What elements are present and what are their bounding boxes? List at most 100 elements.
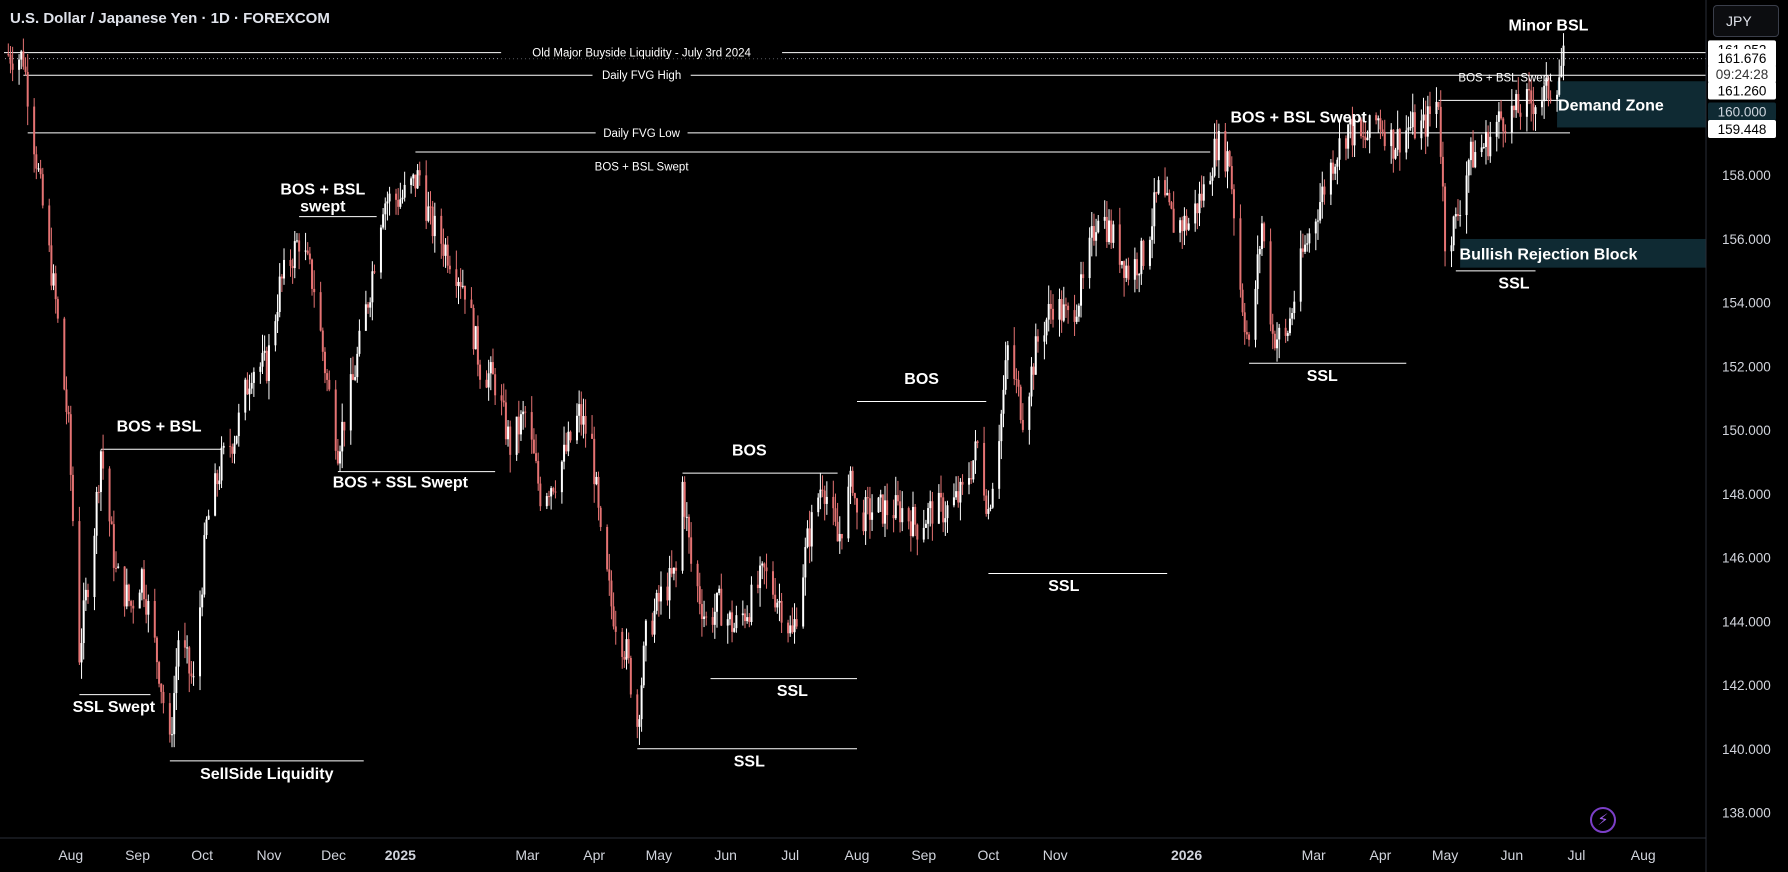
candle-body	[334, 389, 337, 451]
y-tick-label: 154.000	[1722, 296, 1771, 311]
candle-body	[65, 389, 68, 412]
level-label: swept	[300, 198, 346, 215]
candle-body	[9, 54, 12, 64]
candle-body	[1103, 216, 1106, 221]
candle-body	[63, 318, 66, 390]
candle-body	[371, 271, 374, 303]
candle-body	[130, 601, 133, 606]
candle-body	[726, 619, 729, 626]
candle-body	[117, 566, 120, 568]
candle-body	[1153, 192, 1156, 227]
candle-body	[741, 613, 744, 616]
candle-body	[608, 569, 611, 581]
candle-body	[621, 631, 624, 657]
candle-body	[1013, 345, 1016, 379]
candle-body	[112, 524, 115, 568]
candle-body	[761, 563, 764, 566]
candle-body	[1336, 159, 1339, 167]
candle-body	[1549, 98, 1552, 100]
candle-body	[1426, 106, 1429, 137]
candle-body	[653, 610, 656, 635]
candle-body	[1136, 259, 1139, 276]
candle-body	[1170, 202, 1173, 209]
candle-body	[319, 292, 322, 331]
candle-body	[1321, 186, 1324, 203]
x-tick-label: Apr	[583, 847, 605, 863]
candle-body	[1532, 103, 1535, 115]
candle-body	[431, 206, 434, 237]
candle-body	[280, 276, 283, 279]
candle-body	[519, 414, 522, 435]
candle-body	[455, 269, 458, 286]
candle-body	[470, 299, 473, 308]
candle-body	[472, 307, 475, 350]
candle-body	[1062, 304, 1065, 321]
candle-body	[71, 474, 74, 522]
candle-body	[291, 265, 294, 269]
candle-body	[535, 453, 538, 462]
candle-body	[153, 601, 156, 638]
candle-body	[1067, 305, 1070, 311]
candle-body	[138, 592, 141, 609]
candle-body	[145, 599, 148, 615]
candle-body	[1319, 202, 1322, 221]
candle-body	[554, 491, 557, 493]
candle-body	[881, 494, 884, 524]
level-label: SSL	[1307, 368, 1338, 385]
candle-body	[972, 460, 975, 480]
candle-body	[1437, 101, 1440, 107]
candle-body	[840, 533, 843, 539]
candle-body	[750, 584, 753, 622]
currency-selector-button[interactable]: JPY	[1713, 5, 1779, 37]
candle-body	[155, 637, 158, 663]
candle-body	[765, 567, 768, 572]
lightning-icon[interactable]: ⚡	[1590, 807, 1616, 833]
level-label: BOS	[904, 371, 939, 388]
candle-body	[974, 441, 977, 461]
candle-body	[476, 326, 479, 365]
candle-body	[323, 351, 326, 374]
candle-body	[922, 527, 925, 540]
candle-body	[93, 535, 96, 598]
candle-body	[927, 508, 930, 524]
candle-body	[795, 619, 798, 627]
candle-body	[1120, 261, 1123, 265]
x-tick-label: Mar	[515, 847, 539, 863]
candle-body	[20, 51, 23, 60]
candle-body	[524, 411, 527, 413]
candle-body	[1439, 106, 1442, 157]
candle-body	[246, 379, 249, 395]
candle-body	[560, 461, 563, 493]
candle-body	[1547, 77, 1550, 99]
price-label-bg	[1708, 81, 1776, 100]
y-tick-label: 146.000	[1722, 551, 1771, 566]
candle-body	[1314, 221, 1317, 234]
candle-body	[1495, 121, 1498, 137]
candle-body	[1179, 220, 1182, 233]
candle-body	[657, 592, 660, 602]
candle-body	[1489, 136, 1492, 157]
candle-body	[1030, 366, 1033, 397]
candle-body	[1334, 166, 1337, 174]
candle-body	[416, 170, 419, 189]
candle-body	[1082, 274, 1085, 279]
candle-body	[207, 515, 210, 520]
candle-body	[793, 619, 796, 633]
candle-body	[776, 602, 779, 608]
candle-body	[265, 350, 268, 381]
candle-body	[401, 197, 404, 200]
candle-body	[339, 451, 342, 464]
y-tick-label: 158.000	[1722, 168, 1771, 183]
candle-body	[1166, 192, 1169, 196]
candle-body	[771, 571, 774, 595]
candle-body	[1217, 130, 1220, 161]
candle-body	[806, 528, 809, 548]
candle-body	[659, 586, 662, 602]
candle-body	[683, 481, 686, 517]
candle-body	[1379, 118, 1382, 130]
price-label-bg	[1708, 48, 1776, 67]
candle-body	[877, 497, 880, 513]
candle-body	[311, 259, 314, 289]
candle-body	[610, 580, 613, 607]
